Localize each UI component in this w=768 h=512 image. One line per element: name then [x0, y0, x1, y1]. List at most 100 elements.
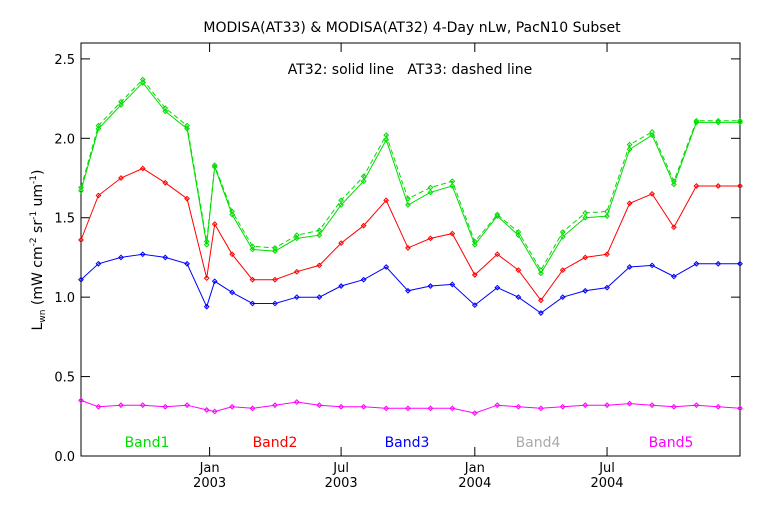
- series-line: [80, 253, 740, 314]
- data-point: [670, 403, 677, 410]
- data-point: [203, 407, 210, 413]
- x-tick-label-year: 2003: [325, 476, 358, 491]
- series-band5-solid: [78, 397, 743, 417]
- data-point: [405, 245, 411, 251]
- data-point: [293, 235, 300, 242]
- data-point: [626, 264, 633, 270]
- data-point: [211, 221, 218, 227]
- x-tick-label-year: 2004: [458, 476, 491, 491]
- data-point: [78, 276, 84, 283]
- data-point: [715, 260, 722, 267]
- data-point: [737, 405, 743, 412]
- data-point: [559, 229, 566, 235]
- y-tick-label: 0.0: [54, 450, 75, 465]
- data-point: [293, 294, 300, 301]
- data-point: [139, 251, 146, 258]
- y-tick-label: 2.5: [54, 53, 75, 68]
- data-point: [471, 272, 478, 278]
- data-point: [118, 402, 124, 409]
- data-point: [405, 195, 411, 202]
- data-point: [670, 224, 677, 231]
- data-point: [360, 222, 367, 229]
- y-tick-label: 1.0: [54, 291, 75, 306]
- legend-item-band5: Band5: [649, 435, 694, 451]
- x-tick-label-month: Jul: [598, 461, 615, 476]
- data-point: [95, 403, 102, 410]
- data-point: [405, 202, 411, 208]
- data-point: [338, 283, 345, 289]
- data-point: [293, 268, 300, 275]
- data-point: [559, 294, 566, 301]
- data-point: [449, 405, 456, 412]
- series-line: [80, 167, 740, 302]
- data-point: [229, 403, 236, 410]
- data-point: [649, 262, 655, 269]
- data-point: [316, 294, 323, 301]
- chart-title: MODISA(AT33) & MODISA(AT32) 4-Day nLw, P…: [203, 20, 621, 36]
- legend: Band1 Band2 Band3 Band4 Band5: [125, 435, 694, 451]
- data-point: [162, 105, 169, 112]
- data-point: [162, 254, 169, 261]
- data-point: [78, 397, 84, 404]
- data-point: [670, 273, 677, 280]
- y-axis: 0.0 0.5 1.0 1.5 2.0 2.5: [54, 53, 740, 465]
- data-point: [249, 246, 256, 253]
- data-point: [693, 260, 700, 267]
- data-point: [538, 270, 544, 277]
- data-point: [515, 403, 522, 410]
- data-point: [538, 310, 544, 316]
- series-line: [80, 81, 740, 275]
- data-point: [95, 122, 102, 129]
- data-point: [604, 213, 610, 220]
- data-point: [427, 189, 434, 196]
- data-point: [139, 165, 146, 172]
- data-point: [670, 178, 677, 185]
- data-point: [604, 208, 610, 215]
- data-point: [649, 129, 655, 135]
- data-point: [203, 238, 210, 245]
- data-point: [211, 278, 218, 285]
- data-point: [95, 125, 102, 132]
- data-point: [405, 405, 411, 412]
- series-layer: [78, 76, 743, 417]
- data-point: [272, 245, 278, 251]
- x-tick-label-year: 2003: [193, 476, 226, 491]
- data-point: [449, 281, 456, 288]
- data-point: [427, 405, 434, 412]
- series-band3-solid: [78, 251, 743, 316]
- line-style-annotation: AT32: solid line AT33: dashed line: [288, 62, 533, 78]
- data-point: [582, 214, 589, 221]
- series-band2-solid: [78, 165, 743, 304]
- data-point: [604, 402, 610, 409]
- data-point: [737, 117, 743, 124]
- data-point: [95, 260, 102, 267]
- data-point: [471, 238, 478, 245]
- data-point: [211, 162, 218, 169]
- data-point: [494, 284, 501, 291]
- data-point: [316, 262, 323, 269]
- data-point: [360, 178, 367, 185]
- plot-frame: [80, 42, 741, 457]
- data-point: [494, 251, 501, 258]
- data-point: [515, 232, 522, 239]
- data-point: [582, 254, 589, 261]
- data-point: [515, 267, 522, 274]
- data-point: [249, 276, 256, 283]
- data-point: [184, 195, 190, 202]
- data-point: [118, 254, 124, 261]
- data-point: [538, 297, 544, 304]
- y-tick-label: 2.0: [54, 132, 75, 147]
- data-point: [293, 399, 300, 405]
- data-point: [737, 260, 743, 267]
- data-point: [693, 183, 700, 189]
- data-point: [118, 102, 124, 108]
- data-point: [272, 402, 278, 409]
- data-point: [494, 402, 501, 409]
- data-point: [229, 289, 236, 296]
- data-point: [184, 402, 190, 409]
- data-point: [649, 190, 655, 197]
- data-point: [229, 251, 236, 258]
- data-point: [338, 240, 345, 247]
